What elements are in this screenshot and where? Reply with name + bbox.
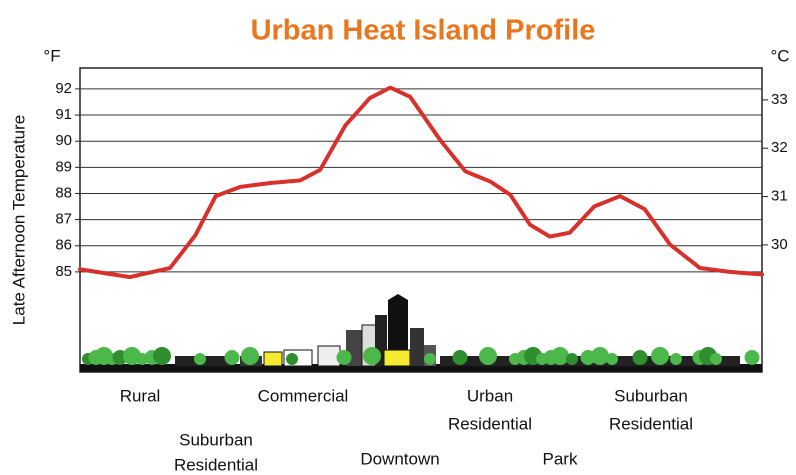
building bbox=[410, 328, 424, 366]
tree bbox=[551, 347, 569, 365]
ground bbox=[80, 364, 762, 372]
tree bbox=[710, 353, 722, 365]
y-tick-label: 92 bbox=[55, 80, 72, 97]
temperature-line bbox=[78, 85, 764, 280]
zone-label: Urban bbox=[467, 386, 513, 405]
tree bbox=[606, 353, 618, 365]
y2-tick-label: 31 bbox=[771, 188, 788, 205]
tree bbox=[452, 350, 468, 365]
y-tick-label: 90 bbox=[55, 132, 72, 149]
zone-label: Residential bbox=[609, 414, 693, 433]
zone-label: Park bbox=[543, 449, 578, 468]
y2-tick-label: 30 bbox=[771, 236, 788, 253]
y-tick-label: 88 bbox=[55, 184, 72, 201]
y-tick-label: 87 bbox=[55, 211, 72, 228]
building bbox=[263, 351, 283, 367]
zone-labels: Rural Suburban Residential Commercial Do… bbox=[120, 386, 693, 474]
tree bbox=[479, 347, 497, 365]
tree bbox=[224, 350, 240, 365]
chart-title: Urban Heat Island Profile bbox=[251, 15, 596, 47]
tree bbox=[241, 347, 259, 365]
zone-label: Residential bbox=[448, 414, 532, 433]
tree bbox=[670, 353, 682, 365]
zone-label: Rural bbox=[120, 386, 161, 405]
tree bbox=[744, 350, 760, 365]
city-illustration bbox=[80, 294, 762, 372]
tree bbox=[632, 350, 648, 365]
building bbox=[383, 349, 411, 367]
tree bbox=[566, 353, 578, 365]
building bbox=[388, 294, 408, 366]
y-tick-label: 85 bbox=[55, 263, 72, 280]
zone-label: Commercial bbox=[258, 386, 349, 405]
tree bbox=[153, 347, 171, 365]
y2-tick-label: 32 bbox=[771, 139, 788, 156]
y2-unit: °C bbox=[770, 46, 789, 65]
y-tick-label: 89 bbox=[55, 158, 72, 175]
zone-label: Suburban bbox=[179, 430, 253, 449]
tree bbox=[286, 353, 298, 365]
tree bbox=[336, 350, 352, 365]
y2-tick-label: 33 bbox=[771, 91, 788, 108]
y-tick-label: 86 bbox=[55, 237, 72, 254]
y-tick-label: 91 bbox=[55, 106, 72, 123]
tree bbox=[651, 347, 669, 365]
tree bbox=[424, 353, 436, 365]
tree bbox=[591, 347, 609, 365]
zone-label: Residential bbox=[174, 455, 258, 474]
tree bbox=[194, 353, 206, 365]
tree bbox=[363, 347, 381, 365]
y-axis-label: Late Afternoon Temperature bbox=[9, 115, 28, 325]
zone-label: Suburban bbox=[614, 386, 688, 405]
zone-label: Downtown bbox=[360, 449, 439, 468]
y-unit: °F bbox=[43, 46, 60, 65]
